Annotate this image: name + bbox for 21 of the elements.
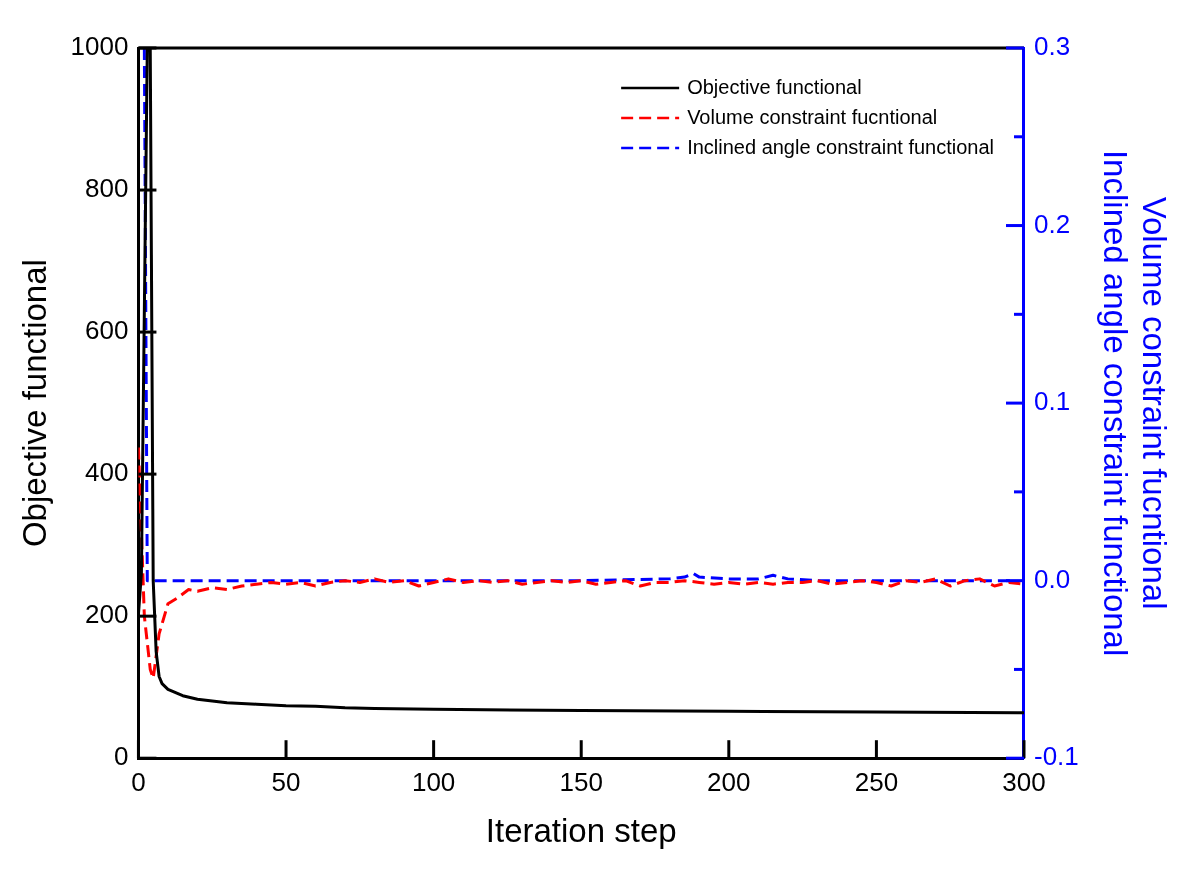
y-tick-label: 200 [85, 599, 129, 630]
y2-axis-title: Volume constraint fucntional Inclined angle constraint functional [1096, 149, 1174, 657]
x-tick-label: 200 [707, 766, 751, 797]
legend-label: Objective functional [687, 75, 862, 98]
x-tick-label: 250 [854, 766, 899, 797]
x-tick-label: 50 [271, 766, 301, 797]
legend-label: Inclined angle constraint functional [687, 135, 995, 158]
y-tick-label: 400 [85, 457, 129, 488]
y2-tick-label: 0.2 [1034, 208, 1071, 239]
y-tick-label: 800 [85, 173, 129, 204]
x-tick-label: 150 [559, 766, 603, 797]
y-tick-label: 1000 [70, 31, 129, 62]
y2-tick-label: 0.1 [1034, 386, 1071, 417]
legend-label: Volume constraint fucntional [687, 105, 938, 128]
x-axis-title: Iteration step [485, 812, 677, 850]
y-axis-title: Objective functional [15, 259, 53, 548]
y2-tick-label: 0.3 [1034, 31, 1071, 62]
x-tick-label: 100 [411, 766, 456, 797]
y-tick-label: 0 [113, 741, 129, 772]
y-tick-label: 600 [85, 315, 129, 346]
y2-tick-label: 0.0 [1034, 563, 1071, 594]
